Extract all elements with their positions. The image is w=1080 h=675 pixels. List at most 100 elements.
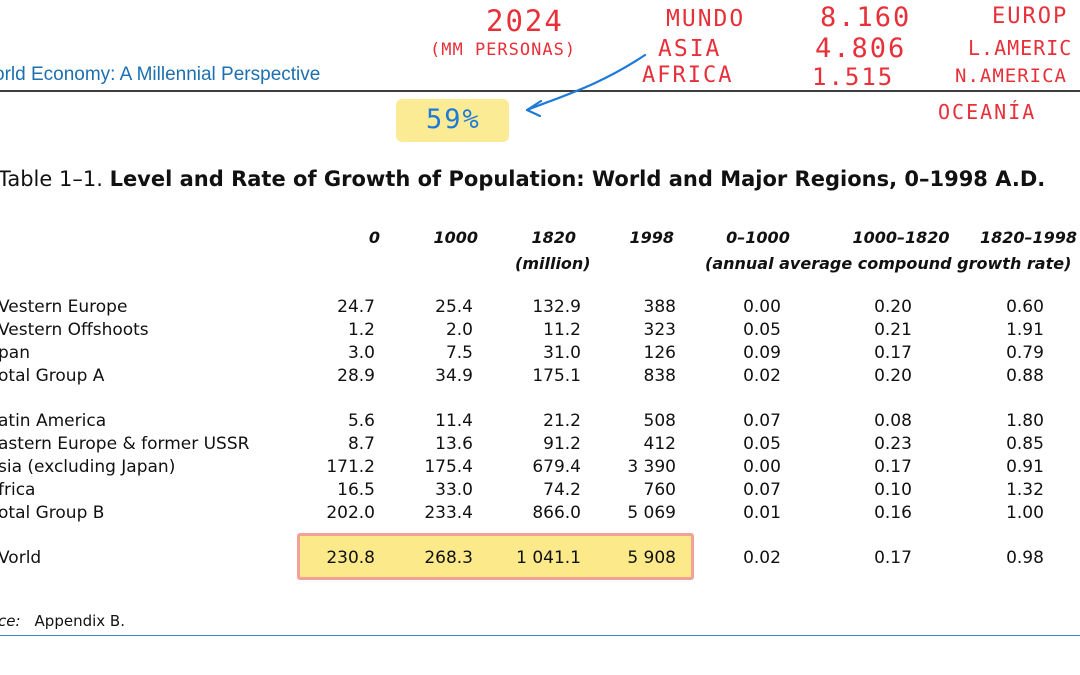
running-header: orld Economy: A Millennial Perspective [0, 64, 321, 85]
annotation-value-africa: 1.515 [812, 63, 895, 91]
table-cell: 1.80 [1006, 411, 1044, 431]
table-title-prefix: Table 1–1. [0, 167, 110, 191]
table-cell: 0.05 [743, 434, 781, 454]
row-label: otal Group A [0, 366, 105, 386]
table-cell: 0.17 [874, 343, 912, 363]
table-cell: 0.00 [743, 457, 781, 477]
annotation-region-africa: AFRICA [642, 63, 734, 88]
table-cell: 126 [643, 343, 676, 363]
table-cell: 8.7 [347, 434, 375, 454]
table-cell: 74.2 [543, 480, 581, 500]
row-label: Vorld [0, 548, 42, 568]
table-title-main: Level and Rate of Growth of Population: … [109, 167, 1046, 191]
table-cell: 0.01 [743, 503, 781, 523]
table-cell: 91.2 [543, 434, 581, 454]
table-cell: 1.00 [1006, 503, 1044, 523]
table-cell: 0.88 [1006, 366, 1044, 386]
row-label: Vestern Offshoots [0, 320, 149, 340]
table-cell: 3 390 [627, 457, 676, 477]
table-cell: 11.4 [435, 411, 473, 431]
table-cell: 0.00 [743, 297, 781, 317]
table-cell: 233.4 [424, 503, 473, 523]
row-label: otal Group B [0, 503, 105, 523]
table-cell: 1.32 [1006, 480, 1044, 500]
table-cell: 175.4 [424, 457, 473, 477]
table-cell: 34.9 [435, 366, 473, 386]
table-cell: 0.02 [743, 366, 781, 386]
column-header-1820-1998: 1820–1998 [980, 228, 1078, 247]
annotation-region-asia: ASIA [658, 36, 722, 62]
table-cell: 0.05 [743, 320, 781, 340]
table-cell: 760 [643, 480, 676, 500]
annotation-year: 2024 [486, 4, 564, 38]
row-label: atin America [0, 411, 107, 431]
table-cell: 33.0 [435, 480, 473, 500]
table-cell: 11.2 [543, 320, 581, 340]
row-label: sia (excluding Japan) [0, 457, 176, 477]
table-cell: 0.10 [874, 480, 912, 500]
annotation-value-asia: 4.806 [815, 33, 907, 64]
table-cell: 0.23 [874, 434, 912, 454]
table-cell: 1.91 [1006, 320, 1044, 340]
column-header-1820: 1820 [531, 228, 576, 247]
table-cell: 508 [643, 411, 676, 431]
table-cell: 412 [643, 434, 676, 454]
table-cell: 202.0 [326, 503, 375, 523]
table-cell: 24.7 [337, 297, 375, 317]
column-header-1000-1820: 1000–1820 [852, 228, 950, 247]
table-cell: 0.21 [874, 320, 912, 340]
table-cell: 5 908 [627, 548, 676, 568]
table-cell: 28.9 [337, 366, 375, 386]
header-rule [0, 90, 1080, 92]
table-cell: 5 069 [627, 503, 676, 523]
row-label: frica [0, 480, 36, 500]
row-label: pan [0, 343, 30, 363]
table-cell: 866.0 [532, 503, 581, 523]
table-cell: 838 [643, 366, 676, 386]
source-note: ce: Appendix B. [0, 612, 125, 630]
table-cell: 16.5 [337, 480, 375, 500]
table-cell: 0.20 [874, 366, 912, 386]
percent-highlight [396, 99, 509, 142]
table-cell: 230.8 [326, 548, 375, 568]
column-header-0: 0 [368, 228, 380, 247]
table-cell: 0.07 [743, 411, 781, 431]
row-label: astern Europe & former USSR [0, 434, 250, 454]
annotation-continent-oceania: OCEANÍA [938, 100, 1037, 124]
table-cell: 0.60 [1006, 297, 1044, 317]
table-cell: 0.91 [1006, 457, 1044, 477]
table-cell: 3.0 [347, 343, 375, 363]
annotation-continent-europe: EUROP [992, 4, 1069, 29]
column-header-0-1000: 0–1000 [726, 228, 790, 247]
column-header-1000: 1000 [433, 228, 478, 247]
table-cell: 7.5 [445, 343, 473, 363]
table-cell: 25.4 [435, 297, 473, 317]
table-cell: 0.07 [743, 480, 781, 500]
table-cell: 13.6 [435, 434, 473, 454]
level-unit-label: (million) [515, 254, 591, 273]
annotation-unit: (MM PERSONAS) [430, 40, 577, 60]
annotation-continent-latam: L.AMERIC [968, 36, 1073, 60]
annotation-percent: 59% [426, 104, 481, 135]
row-label: Vestern Europe [0, 297, 128, 317]
table-cell: 1 041.1 [516, 548, 581, 568]
table-cell: 0.20 [874, 297, 912, 317]
table-cell: 31.0 [543, 343, 581, 363]
source-text: Appendix B. [34, 612, 125, 630]
table-cell: 679.4 [532, 457, 581, 477]
footer-rule [0, 635, 1080, 636]
table-cell: 21.2 [543, 411, 581, 431]
table-cell: 0.02 [743, 548, 781, 568]
table-cell: 0.79 [1006, 343, 1044, 363]
table-cell: 0.85 [1006, 434, 1044, 454]
rate-unit-label: (annual average compound growth rate) [705, 254, 1072, 273]
table-cell: 0.98 [1006, 548, 1044, 568]
table-cell: 388 [643, 297, 676, 317]
annotation-value-world: 8.160 [820, 2, 912, 33]
table-cell: 2.0 [445, 320, 473, 340]
table-cell: 5.6 [347, 411, 375, 431]
column-header-1998: 1998 [629, 228, 674, 247]
source-label: ce: [0, 612, 21, 630]
annotation-continent-namerica: N.AMERICA [955, 65, 1067, 87]
